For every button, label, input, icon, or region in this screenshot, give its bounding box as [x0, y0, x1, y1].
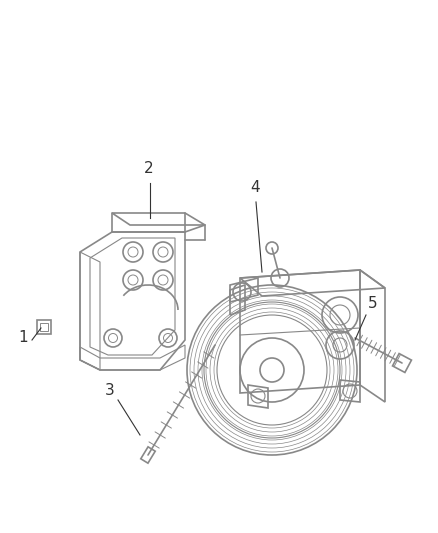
Text: 4: 4 — [250, 180, 260, 195]
Text: 1: 1 — [18, 330, 28, 345]
Text: 3: 3 — [105, 383, 115, 398]
Text: 5: 5 — [368, 296, 378, 311]
Text: 2: 2 — [144, 161, 154, 176]
